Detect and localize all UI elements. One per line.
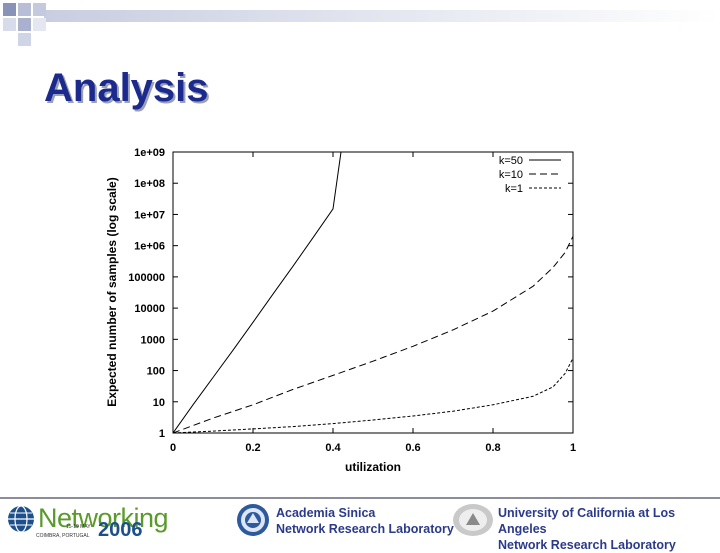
footer-divider: [0, 497, 720, 499]
x-tick-label: 0.8: [485, 442, 500, 454]
y-tick-label: 100000: [128, 272, 165, 284]
y-axis-label: Expected number of samples (log scale): [105, 177, 119, 406]
globe-icon: [8, 505, 34, 533]
institution-2-line-2: Network Research Laboratory: [498, 538, 676, 552]
x-tick-label: 0: [170, 442, 176, 454]
conference-dates: 15-19 MAY: [66, 524, 91, 530]
line-chart: 1101001000100001000001e+061e+071e+081e+0…: [105, 147, 576, 474]
ucla-seal-icon: [453, 504, 493, 536]
y-tick-label: 1000: [141, 334, 165, 346]
y-tick-label: 1e+07: [134, 209, 165, 221]
x-tick-label: 0.2: [245, 442, 260, 454]
conference-location: COIMBRA, PORTUGAL: [36, 533, 90, 539]
series-line-k-1: [173, 357, 573, 433]
legend-label: k=1: [505, 183, 523, 195]
plot-area-frame: [172, 151, 574, 434]
academia-sinica-seal-icon: [237, 504, 269, 536]
institution-ucla: University of California at Los Angeles …: [498, 505, 720, 553]
slide-title: Analysis: [44, 66, 209, 110]
institution-1-line-1: Academia Sinica: [276, 506, 376, 520]
institution-2-line-1: University of California at Los Angeles: [498, 506, 676, 536]
y-tick-label: 10: [153, 397, 165, 409]
y-tick-label: 1e+09: [134, 147, 165, 159]
y-tick-label: 1: [159, 428, 165, 440]
series-line-k-50: [173, 152, 342, 433]
conference-name: Networking: [38, 503, 169, 533]
institution-academia-sinica: Academia Sinica Network Research Laborat…: [276, 505, 454, 537]
x-tick-label: 0.6: [405, 442, 420, 454]
x-tick-label: 0.4: [325, 442, 341, 454]
legend-label: k=50: [499, 155, 523, 167]
legend-label: k=10: [499, 169, 523, 181]
series-line-k-10: [173, 236, 573, 433]
x-tick-label: 1: [570, 442, 576, 454]
y-tick-label: 1e+06: [134, 241, 165, 253]
decorative-header-squares: [3, 3, 720, 46]
y-tick-label: 10000: [134, 303, 165, 315]
institution-1-line-2: Network Research Laboratory: [276, 522, 454, 536]
y-tick-label: 100: [147, 366, 165, 378]
x-axis-label: utilization: [345, 460, 401, 474]
y-tick-label: 1e+08: [134, 178, 165, 190]
conference-year: 2006: [98, 519, 143, 541]
